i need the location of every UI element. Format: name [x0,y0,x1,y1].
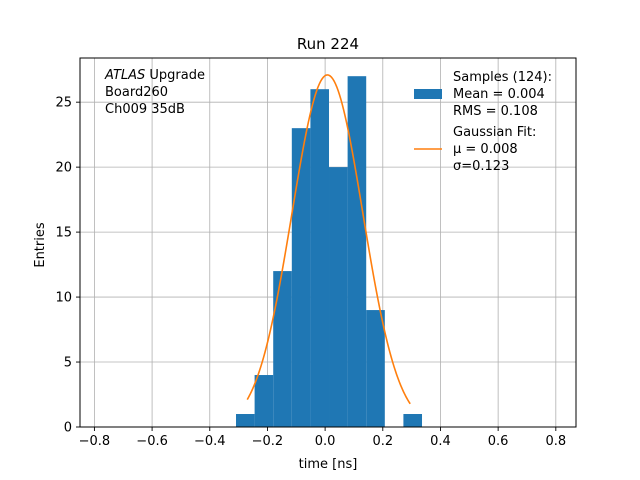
legend-swatch [414,89,442,99]
y-tick-label: 0 [64,421,72,436]
legend: Samples (124): Mean = 0.004 RMS = 0.108 G… [414,70,552,174]
chart-title: Run 224 [297,35,359,53]
atlas-annotation: ATLAS Upgrade Board260 Ch009 35dB [104,68,205,117]
legend-text: Gaussian Fit: [453,125,536,140]
legend-text: Mean = 0.004 [453,87,545,102]
histogram-bars [236,76,423,428]
annotation-italic: ATLAS [104,68,145,83]
x-tick-label: 0.2 [372,434,393,449]
histogram-bar [254,375,274,427]
x-tick-label: −0.4 [194,434,226,449]
y-tick-label: 5 [64,356,72,371]
y-tick-label: 20 [55,161,72,176]
legend-text: Samples (124): [453,70,552,85]
annotation-line: Ch009 35dB [105,102,185,117]
histogram-bar [310,89,330,427]
gaussian-fit-line [246,74,411,405]
histogram-bar [329,167,348,427]
histogram-bar [291,128,311,427]
x-tick-label: −0.6 [136,434,168,449]
legend-text: σ=0.123 [453,159,509,174]
annotation-text: Board260 [105,85,168,100]
annotation-text: Upgrade [145,68,205,83]
gaussian-fit [246,74,411,405]
legend-text: μ = 0.008 [453,142,518,157]
x-tick-label: 0.4 [430,434,451,449]
annotation-text: Ch009 35dB [105,102,185,117]
x-tick-label: −0.8 [79,434,111,449]
histogram-bar [273,271,292,427]
y-tick-label: 15 [55,226,72,241]
histogram-bar [366,310,385,427]
y-axis-label: Entries [33,222,48,268]
x-tick-label: 0.0 [315,434,336,449]
legend-text: RMS = 0.108 [453,104,538,119]
x-axis-label: time [ns] [299,457,358,472]
x-tick-label: 0.6 [488,434,509,449]
histogram-bar [403,414,423,427]
x-tick-label: 0.8 [545,434,566,449]
annotation-line: ATLAS Upgrade [104,68,205,83]
annotation-line: Board260 [105,85,168,100]
plot-frame [79,57,577,428]
y-axis-ticks: 0 5 10 15 20 25 [55,96,80,436]
x-tick-label: −0.2 [252,434,284,449]
y-tick-label: 10 [55,291,72,306]
histogram-bar [347,76,367,428]
y-tick-label: 25 [55,96,72,111]
histogram-bar [236,414,255,427]
x-axis-ticks: −0.8 −0.6 −0.4 −0.2 0.0 0.2 0.4 0.6 0.8 [79,427,566,449]
